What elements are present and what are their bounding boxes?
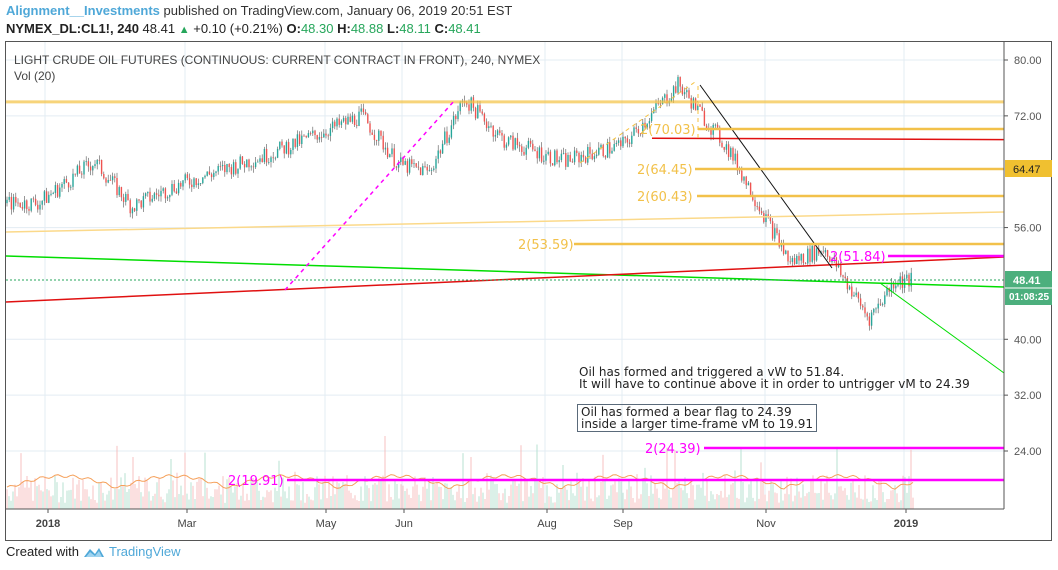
time-tick: Aug — [537, 518, 557, 530]
green-breakdown-line — [879, 282, 1005, 374]
symbol-label: NYMEX_DL:CL1!, 240 — [6, 21, 139, 36]
black-downtrend-line — [699, 84, 833, 269]
level-badge — [1005, 160, 1052, 177]
level-label: 2(51.84) — [830, 250, 886, 265]
low-label: L: — [387, 21, 400, 36]
level-label: 2(60.43) — [637, 190, 693, 205]
volume-ma-line — [6, 473, 914, 490]
up-arrow-icon: ▲ — [178, 24, 190, 36]
magenta-dashed-line — [284, 99, 456, 291]
series-legend-title: LIGHT CRUDE OIL FUTURES (CONTINUOUS: CUR… — [14, 53, 541, 67]
tradingview-link[interactable]: TradingView — [108, 544, 181, 559]
close-label: C: — [434, 21, 449, 36]
red-support-line — [651, 137, 1005, 141]
level-label: 2(53.59) — [518, 238, 574, 253]
level-label: 2(70.03) — [640, 123, 696, 138]
rising-red-trendline — [5, 256, 1005, 303]
svg-text:01:08:25: 01:08:25 — [1009, 292, 1049, 303]
volume-legend: Vol (20) — [14, 69, 56, 83]
svg-text:64.47: 64.47 — [1013, 164, 1041, 176]
level-label: 2(64.45) — [637, 163, 693, 178]
time-tick: Nov — [756, 518, 776, 530]
publish-header: Alignment__Investments published on Trad… — [6, 3, 512, 18]
last-price: 48.41 — [142, 21, 176, 36]
rising-gold-trendline — [5, 211, 1005, 233]
close-value: 48.41 — [448, 21, 481, 36]
svg-text:48.41: 48.41 — [1013, 275, 1041, 287]
time-tick: Mar — [178, 518, 197, 530]
annotation-note-vw: Oil has formed and triggered a vW to 51.… — [579, 365, 970, 391]
symbol-info-bar: NYMEX_DL:CL1!, 240 48.41 ▲ +0.10 (+0.21%… — [6, 21, 481, 36]
footer: Created with TradingView — [6, 544, 181, 559]
price-tick: 24.00 — [1014, 446, 1042, 458]
high-label: H: — [337, 21, 351, 36]
price-tick: 32.00 — [1014, 390, 1042, 402]
high-value: 48.88 — [350, 21, 384, 36]
created-with-text: Created with — [6, 544, 79, 559]
open-label: O: — [286, 21, 301, 36]
level-label: 2(24.39) — [645, 442, 701, 457]
price-tick: 80.00 — [1014, 55, 1042, 67]
time-tick: Jun — [395, 518, 413, 530]
tradingview-logo-icon — [83, 547, 104, 557]
published-text: published on TradingView.com, January 06… — [163, 3, 513, 18]
time-tick: May — [316, 518, 337, 530]
open-value: 48.30 — [300, 21, 334, 36]
candlesticks — [6, 74, 912, 331]
falling-green-trendline — [5, 255, 1005, 288]
time-tick: Sep — [613, 518, 633, 530]
volume-bars — [6, 435, 914, 509]
price-change: +0.10 (+0.21%) — [193, 21, 283, 36]
price-tick: 72.00 — [1014, 111, 1042, 123]
time-tick: 2019 — [894, 518, 918, 530]
time-tick: 2018 — [36, 518, 60, 530]
author-link[interactable]: Alignment__Investments — [6, 3, 160, 18]
price-tick: 56.00 — [1014, 223, 1042, 235]
price-tick: 40.00 — [1014, 334, 1042, 346]
low-value: 48.11 — [399, 21, 431, 36]
annotation-note-bear-flag: Oil has formed a bear flag to 24.39 insi… — [577, 404, 817, 432]
level-label: 2(19.91) — [228, 474, 284, 489]
